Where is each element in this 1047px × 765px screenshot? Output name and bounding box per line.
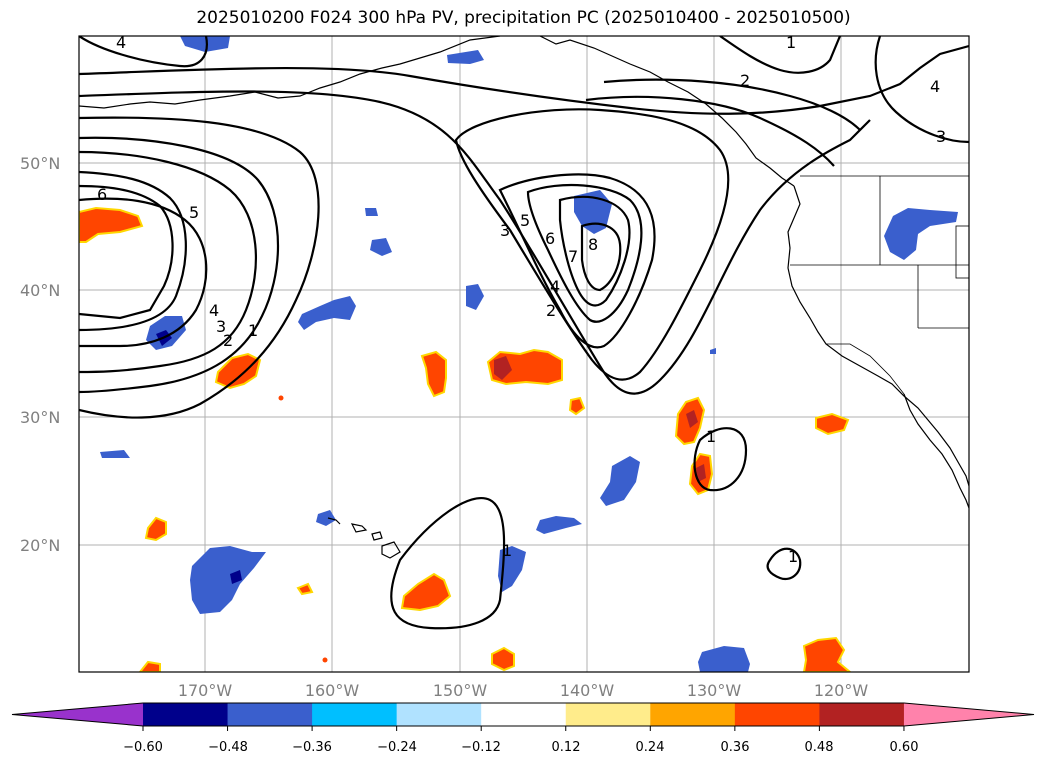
colorbar-tick-label: 0.36 <box>721 740 750 755</box>
coastlines <box>79 36 969 559</box>
colorbar-segment <box>143 703 229 726</box>
contour-label: 1 <box>248 321 258 340</box>
contour-label: 1 <box>706 427 716 446</box>
contour-label: 4 <box>116 33 126 52</box>
contour-label: 6 <box>97 185 107 204</box>
colorbar-segment <box>481 703 567 726</box>
contour-label: 1 <box>786 33 796 52</box>
colorbar-tick-label: −0.36 <box>292 740 332 755</box>
colorbar-tick-label: −0.48 <box>208 740 248 755</box>
colorbar-extend-left <box>12 703 143 726</box>
contour-label: 3 <box>500 221 510 240</box>
lat-labels: 50°N 40°N 30°N 20°N <box>20 154 60 555</box>
colorbar-segment <box>312 703 398 726</box>
lon-label: 150°W <box>433 681 488 700</box>
map-title: 2025010200 F024 300 hPa PV, precipitatio… <box>196 8 851 28</box>
colorbar-tick-label: 0.48 <box>805 740 834 755</box>
contour-label: 5 <box>189 203 199 222</box>
colorbar-tick-label: 0.24 <box>636 740 665 755</box>
colorbar-segment <box>819 703 905 726</box>
contour-label: 2 <box>740 71 750 90</box>
colorbar-tick-label: −0.60 <box>123 740 163 755</box>
colorbar-segment <box>565 703 651 726</box>
lon-label: 160°W <box>305 681 360 700</box>
contour-labels: 4 1 2 4 3 6 5 4 3 2 1 3 5 6 7 8 4 2 1 1 … <box>97 33 946 566</box>
lon-label: 170°W <box>178 681 233 700</box>
colorbar-tick-label: 0.12 <box>552 740 581 755</box>
lat-label: 20°N <box>20 536 60 555</box>
colorbar-segment <box>734 703 820 726</box>
lon-labels: 170°W 160°W 150°W 140°W 130°W 120°W <box>178 681 869 700</box>
contour-label: 4 <box>930 77 940 96</box>
contour-label: 6 <box>545 229 555 248</box>
colorbar-segment <box>650 703 736 726</box>
lon-label: 130°W <box>687 681 742 700</box>
lat-label: 30°N <box>20 408 60 427</box>
colorbar-tick-label: −0.24 <box>377 740 417 755</box>
lon-label: 140°W <box>560 681 615 700</box>
contour-label: 2 <box>223 331 233 350</box>
colorbar-extend-right <box>903 703 1034 726</box>
precip-positive-areas <box>79 206 852 672</box>
contour-label: 4 <box>550 277 560 296</box>
contour-label: 8 <box>588 235 598 254</box>
colorbar-segment <box>396 703 482 726</box>
pv-contours <box>79 36 969 630</box>
contour-label: 7 <box>568 247 578 266</box>
precip-negative-areas <box>100 36 958 672</box>
colorbar-segment <box>227 703 313 726</box>
colorbar-tick-label: −0.12 <box>461 740 501 755</box>
contour-label: 4 <box>209 301 219 320</box>
contour-label: 3 <box>216 317 226 336</box>
political-borders <box>790 175 969 395</box>
contour-label: 1 <box>788 547 798 566</box>
colorbar <box>11 702 1035 731</box>
lat-label: 50°N <box>20 154 60 173</box>
colorbar-tick-labels: −0.60 −0.48 −0.36 −0.24 −0.12 0.12 0.24 … <box>123 740 918 755</box>
colorbar-tick-label: 0.60 <box>890 740 919 755</box>
lat-label: 40°N <box>20 281 60 300</box>
contour-label: 2 <box>546 301 556 320</box>
contour-label: 3 <box>936 127 946 146</box>
contour-label: 1 <box>502 541 512 560</box>
lon-label: 120°W <box>814 681 869 700</box>
contour-label: 5 <box>520 211 530 230</box>
map-frame <box>78 35 970 673</box>
